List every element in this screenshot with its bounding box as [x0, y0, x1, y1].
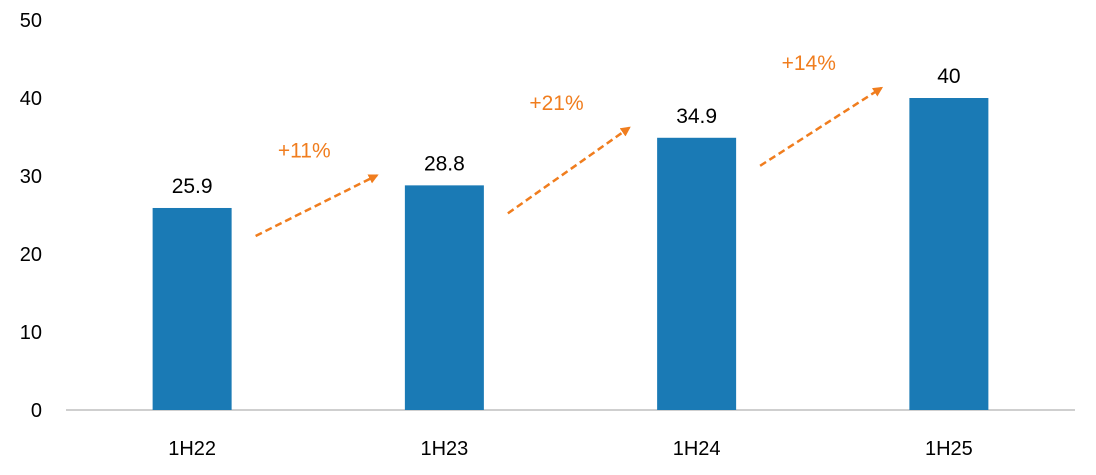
growth-label: +11%	[278, 139, 331, 162]
x-tick-label: 1H25	[925, 438, 973, 460]
bar-1h22	[152, 207, 232, 410]
y-tick-label: 50	[20, 10, 42, 32]
bar-1h23	[404, 185, 484, 410]
y-tick-label: 10	[20, 322, 42, 344]
data-label: 34.9	[676, 105, 717, 128]
data-labels: 25.9 28.8 34.9 40	[172, 65, 961, 198]
growth-arrow	[255, 174, 379, 238]
y-tick-label: 30	[20, 166, 42, 188]
x-tick-label: 1H22	[168, 438, 216, 460]
data-label: 40	[937, 65, 960, 88]
bar-1h25	[909, 98, 989, 410]
y-axis: 0 10 20 30 40 50	[20, 10, 42, 422]
bar-1h24	[657, 137, 737, 410]
y-tick-label: 0	[31, 400, 42, 422]
y-tick-label: 20	[20, 244, 42, 266]
x-tick-label: 1H23	[420, 438, 468, 460]
x-axis: 1H22 1H23 1H24 1H25	[66, 409, 1075, 460]
growth-annotations: +11% +21% +14%	[255, 52, 884, 238]
bar-series	[152, 98, 989, 410]
data-label: 28.8	[424, 152, 465, 175]
y-tick-label: 40	[20, 88, 42, 110]
growth-label: +14%	[782, 52, 836, 75]
growth-arrow	[507, 126, 631, 215]
growth-label: +21%	[529, 92, 583, 115]
growth-arrow	[759, 86, 884, 167]
data-label: 25.9	[172, 175, 213, 198]
x-tick-label: 1H24	[673, 438, 721, 460]
